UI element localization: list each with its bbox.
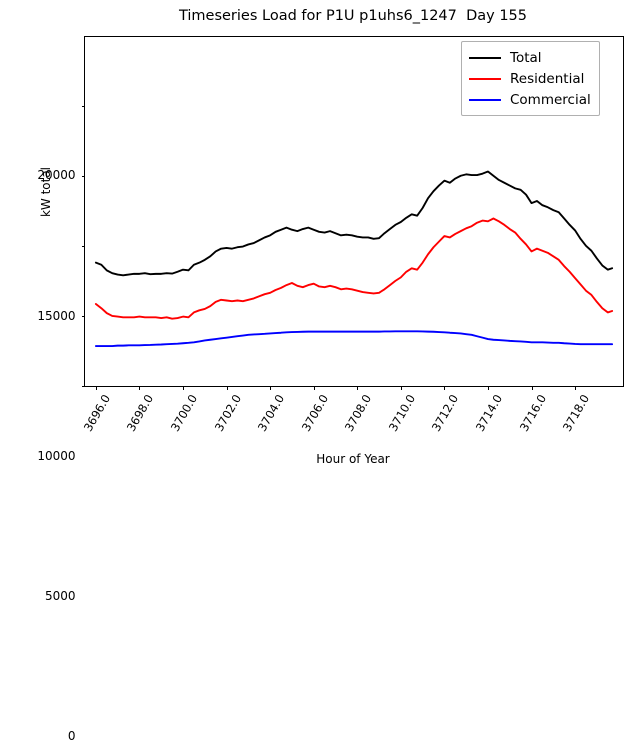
x-tick-mark <box>400 386 402 390</box>
y-tick-label: 15000 <box>37 308 76 323</box>
legend-swatch-residential <box>469 77 501 80</box>
matplotlib-figure: Timeseries Load for P1U p1uhs6_1247 Day … <box>37 8 624 743</box>
x-tick-label: 3706.0 <box>298 392 331 434</box>
y-tick-mark: 10000 <box>37 245 85 463</box>
legend-swatch-total <box>469 56 501 59</box>
x-tick-label: 3702.0 <box>211 392 244 434</box>
x-tick-mark <box>531 386 533 390</box>
y-tick-mark: 0 <box>68 386 85 743</box>
x-tick-label: 3712.0 <box>429 392 462 434</box>
x-tick-mark <box>313 386 315 390</box>
x-tick-label: 3696.0 <box>80 392 114 434</box>
x-tick-label: 3700.0 <box>167 392 201 434</box>
x-tick-mark <box>444 386 446 390</box>
y-tick-label: 20000 <box>37 168 76 183</box>
legend-item-residential: Residential <box>469 68 591 89</box>
y-tick-mark: 15000 <box>37 175 85 323</box>
series-line-total <box>94 170 614 277</box>
x-tick-mark <box>139 386 141 390</box>
x-tick-mark <box>487 386 489 390</box>
series-line-residential <box>94 217 614 320</box>
x-tick-label: 3714.0 <box>472 392 506 434</box>
legend-label-commercial: Commercial <box>510 91 591 108</box>
y-tick-mark: 5000 <box>45 315 85 603</box>
legend: Total Residential Commercial <box>461 41 600 116</box>
x-tick-mark <box>95 386 97 390</box>
x-tick-label: 3710.0 <box>385 392 418 434</box>
y-tick-label: 10000 <box>37 448 76 463</box>
y-axis-label: kW total <box>39 166 53 218</box>
x-tick-label: 3716.0 <box>516 392 549 434</box>
x-tick-label: 3718.0 <box>559 392 593 434</box>
x-tick-label: 3708.0 <box>342 392 375 434</box>
series-canvas <box>94 170 614 347</box>
x-tick-label: 3698.0 <box>124 392 157 434</box>
x-tick-mark <box>575 386 577 390</box>
legend-label-residential: Residential <box>510 70 585 87</box>
y-tick-mark: 20000 <box>37 105 85 182</box>
y-tick-label: 5000 <box>44 588 76 603</box>
plot-area: 0 5000 10000 15000 20000 3696.0 3698.0 3700.0 3… <box>37 36 624 743</box>
x-tick-mark <box>270 386 272 390</box>
legend-label-total: Total <box>510 49 542 66</box>
legend-swatch-commercial <box>469 98 501 101</box>
x-tick-mark <box>226 386 228 390</box>
x-tick-label: 3704.0 <box>255 392 288 434</box>
x-axis-label: Hour of Year <box>316 452 390 466</box>
x-tick-mark <box>357 386 359 390</box>
legend-item-total: Total <box>469 47 591 68</box>
series-line-commercial <box>94 330 614 347</box>
page-title: Timeseries Load for P1U p1uhs6_1247 Day … <box>178 8 528 24</box>
x-tick-mark <box>183 386 185 390</box>
legend-item-commercial: Commercial <box>469 89 591 110</box>
y-tick-label: 0 <box>67 729 76 743</box>
